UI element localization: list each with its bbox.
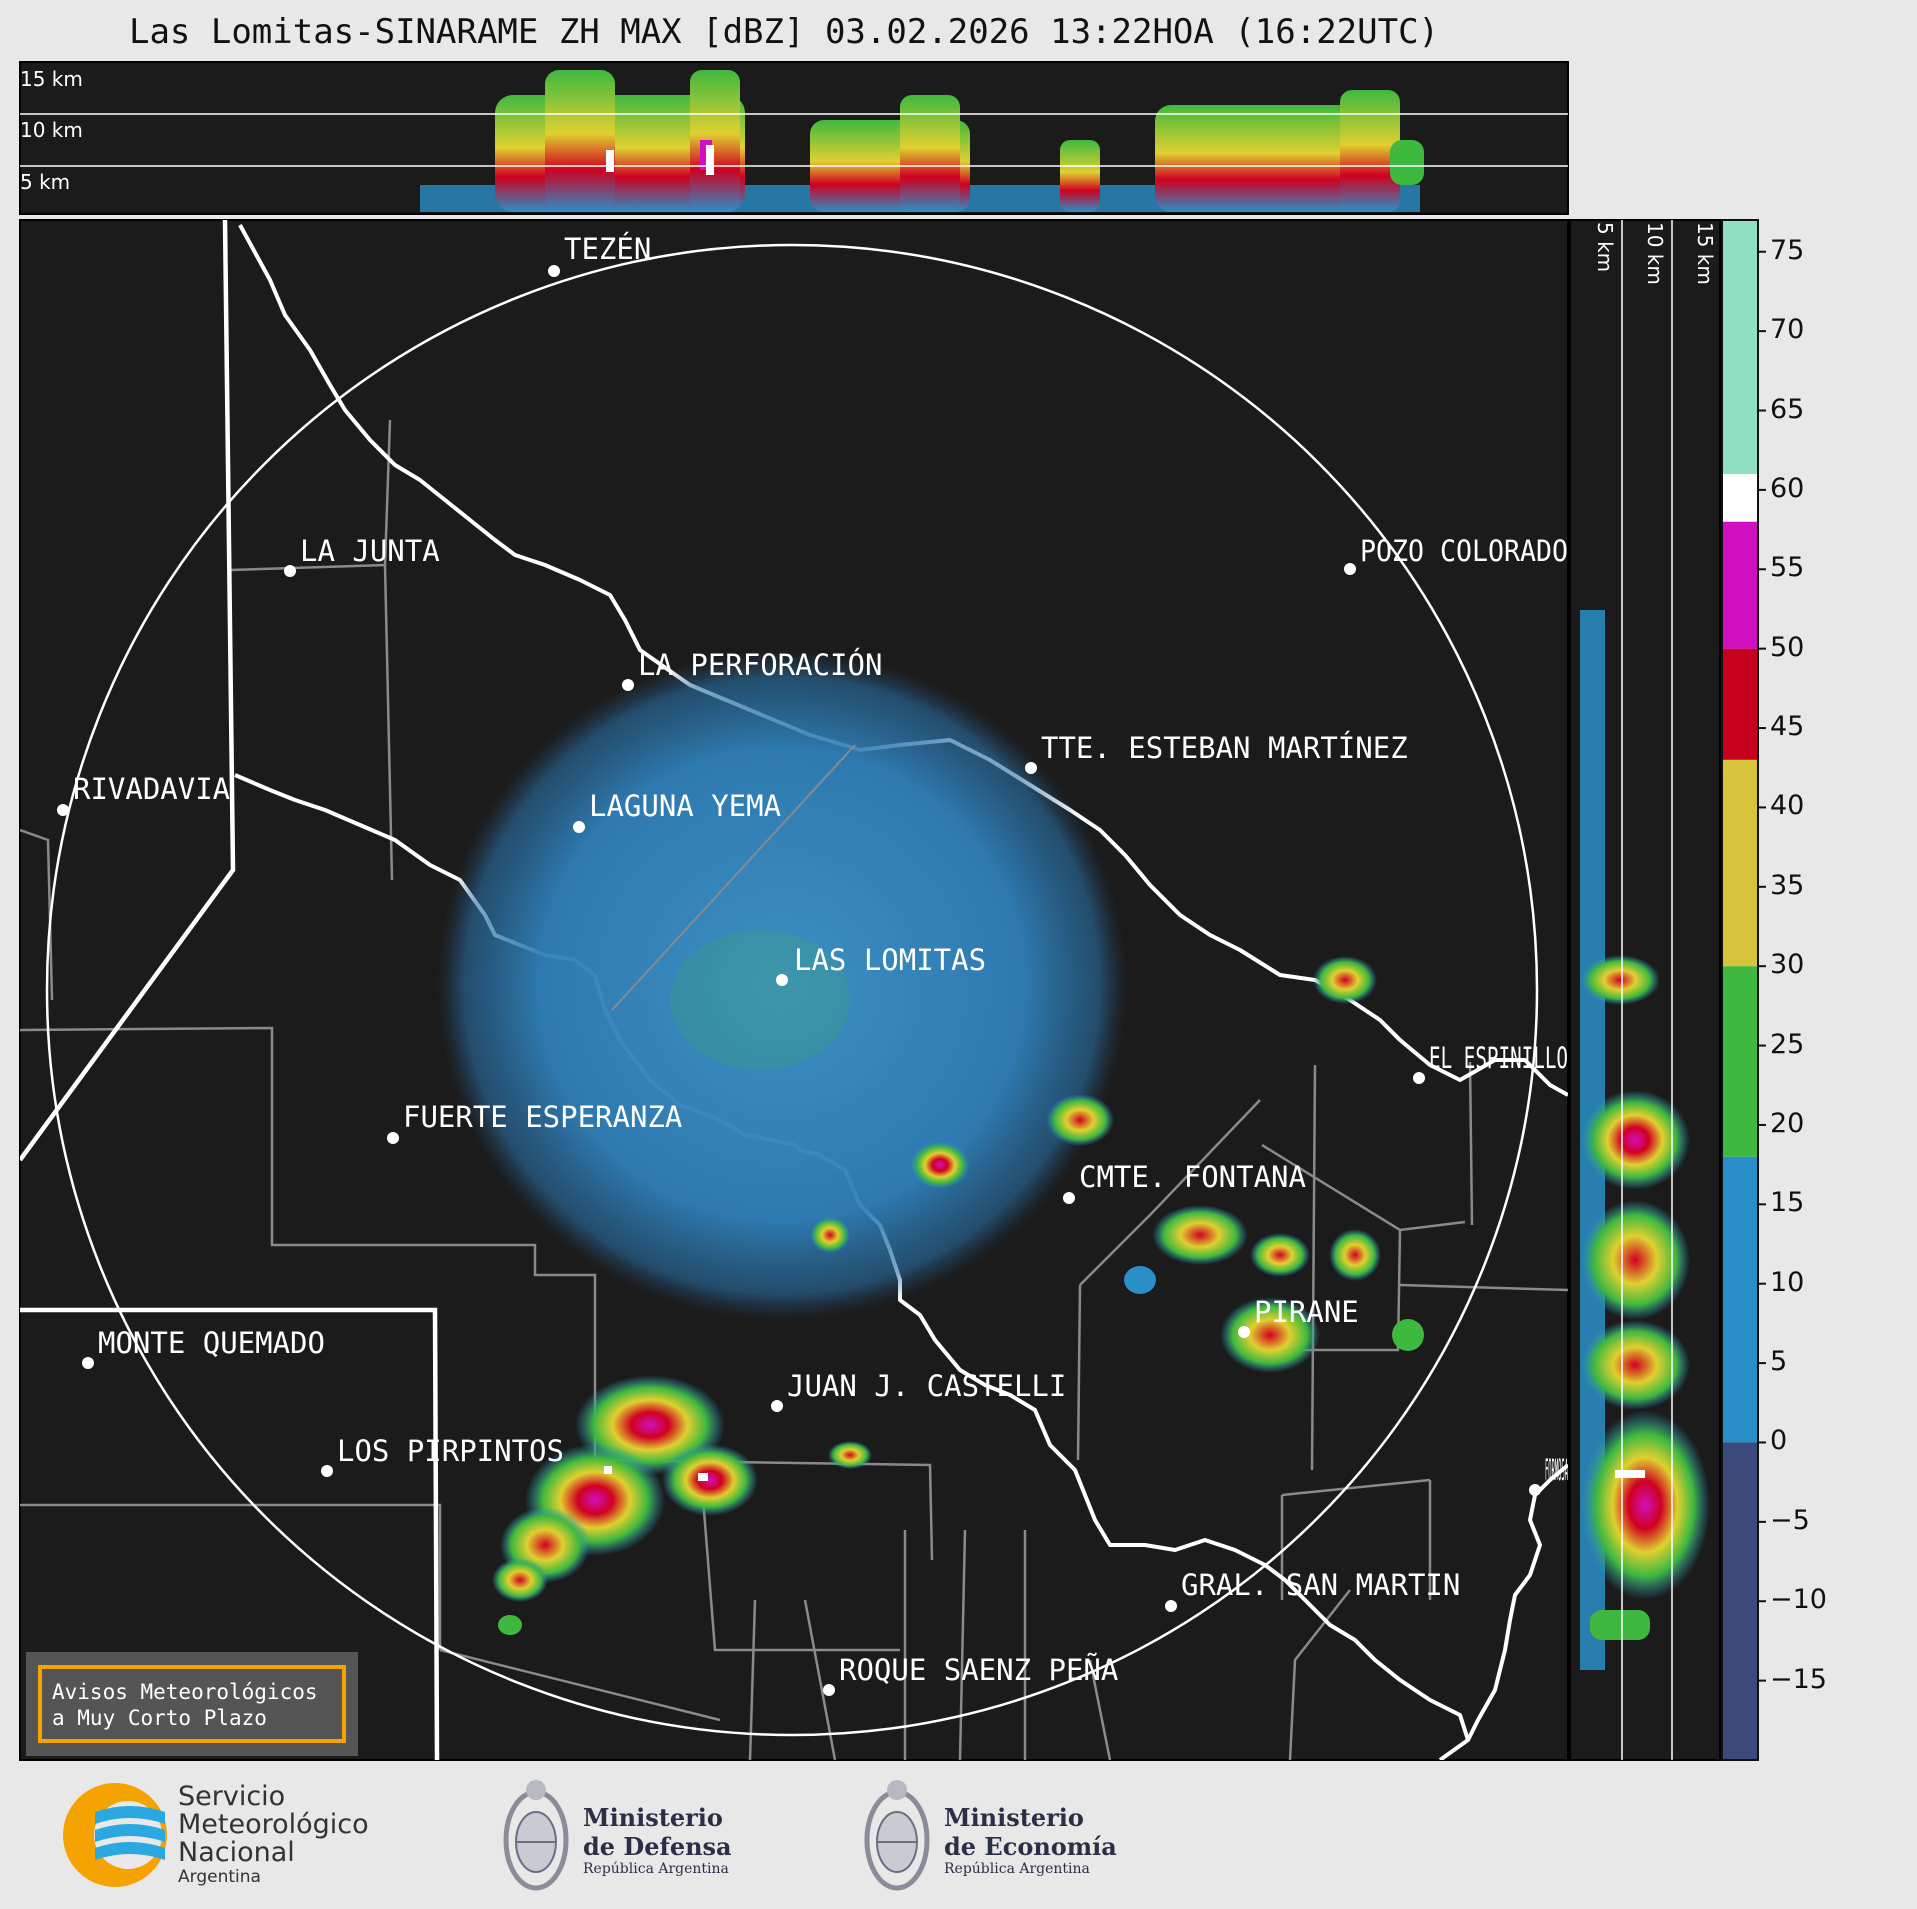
colorbar-band [1722,1442,1758,1760]
map-title: Las Lomitas-SINARAME ZH MAX [dBZ] 03.02.… [128,12,1440,52]
place-label: TTE. ESTEBAN MARTÍNEZ [1041,731,1408,765]
very-short-range-warnings-box[interactable]: Avisos Meteorológicos a Muy Corto Plazo [26,1652,358,1756]
place-label: LA JUNTA [300,534,440,568]
coat-of-arms-icon [864,1780,930,1891]
smn-line-4: Argentina [178,1867,261,1887]
warnings-line-2: a Muy Corto Plazo [52,1706,267,1730]
colorbar-tick-label: −15 [1770,1663,1827,1695]
colorbar-band [1722,648,1758,760]
colorbar-tick-label: −5 [1770,1504,1810,1536]
place-label: POZO COLORADO [1360,534,1568,568]
place-label: EL ESPINILLO [1429,1041,1568,1075]
defensa-line-1: Ministerio [583,1803,723,1832]
colorbar-band [1722,1156,1758,1443]
department-borders [20,419,1568,1760]
place-label: CMTE. FONTANA [1079,1160,1306,1194]
colorbar-tick-label: 0 [1770,1425,1788,1457]
economia-line-3: República Argentina [944,1861,1090,1877]
colorbar-tick-label: 75 [1770,234,1805,266]
place-label: ROQUE SAENZ PEÑA [839,1653,1118,1687]
place-label: JUAN J. CASTELLI [787,1369,1066,1403]
side-cross-section-echoes [1580,610,1710,1670]
defensa-line-3: República Argentina [583,1861,729,1877]
colorbar-band [1722,220,1758,475]
place-label: LAGUNA YEMA [589,789,781,823]
smn-logo [63,1783,167,1887]
colorbar-tick-label: 20 [1770,1107,1805,1139]
place-label: FUERTE ESPERANZA [403,1100,682,1134]
side-alt-label-5: 5 km [1593,222,1617,272]
colorbar-tick-label: 40 [1770,790,1805,822]
smn-line-2: Meteorológico [178,1809,369,1840]
place-label: TEZÉN [564,232,651,266]
place-label: LAS LOMITAS [794,943,986,977]
province-borders [20,220,440,1760]
place-label: LA PERFORACIÓN [638,648,882,682]
top-cross-section-echoes [420,70,1424,212]
place-label: MONTE QUEMADO [98,1326,325,1360]
range-ring [45,243,1539,1737]
smn-line-3: Nacional [178,1837,295,1868]
place-label: RIVADAVIA [73,772,230,806]
colorbar-band [1722,521,1758,649]
colorbar-tick-label: 10 [1770,1266,1805,1298]
colorbar-tick-label: 70 [1770,314,1805,346]
colorbar-tick-label: 65 [1770,393,1805,425]
top-alt-label-15: 15 km [20,67,83,91]
colorbar-band [1722,759,1758,967]
colorbar-tick-label: 5 [1770,1346,1788,1378]
colorbar-band [1722,474,1758,522]
colorbar-tick-label: −10 [1770,1584,1827,1616]
coat-of-arms-icon [503,1780,569,1891]
economia-logo-text: Ministerio de Economía República Argenti… [944,1803,1117,1877]
place-label: FORMOSA [1545,1453,1568,1487]
economia-line-1: Ministerio [944,1803,1084,1832]
place-markers: TEZÉN LA JUNTA POZO COLORADO LA PERFORAC… [57,232,1568,1696]
colorbar-ticks [1758,250,1766,1682]
colorbar-tick-label: 60 [1770,472,1805,504]
place-label: LOS PIRPINTOS [337,1434,564,1468]
top-alt-label-10: 10 km [20,118,83,142]
colorbar-tick-label: 15 [1770,1187,1805,1219]
warnings-line-1: Avisos Meteorológicos [52,1680,318,1704]
smn-line-1: Servicio [178,1781,286,1812]
place-label: GRAL. SAN MARTIN [1181,1568,1460,1602]
colorbar-tick-label: 30 [1770,949,1805,981]
colorbar-tick-label: 35 [1770,869,1805,901]
dbz-colorbar [1722,220,1758,1760]
colorbar-tick-label: 45 [1770,711,1805,743]
place-label: PIRANE [1254,1295,1359,1329]
economia-line-2: de Economía [944,1832,1117,1861]
smn-logo-text: Servicio Meteorológico Nacional Argentin… [178,1781,369,1888]
defensa-line-2: de Defensa [583,1832,732,1861]
colorbar-tick-label: 55 [1770,552,1805,584]
top-alt-label-5: 5 km [20,170,70,194]
colorbar-band [1722,966,1758,1157]
colorbar-tick-label: 50 [1770,631,1805,663]
colorbar-tick-label: 25 [1770,1028,1805,1060]
warnings-label: Avisos Meteorológicos a Muy Corto Plazo [38,1665,346,1743]
defensa-logo-text: Ministerio de Defensa República Argentin… [583,1803,732,1877]
side-alt-label-10: 10 km [1643,222,1667,285]
side-alt-label-15: 15 km [1693,222,1717,285]
